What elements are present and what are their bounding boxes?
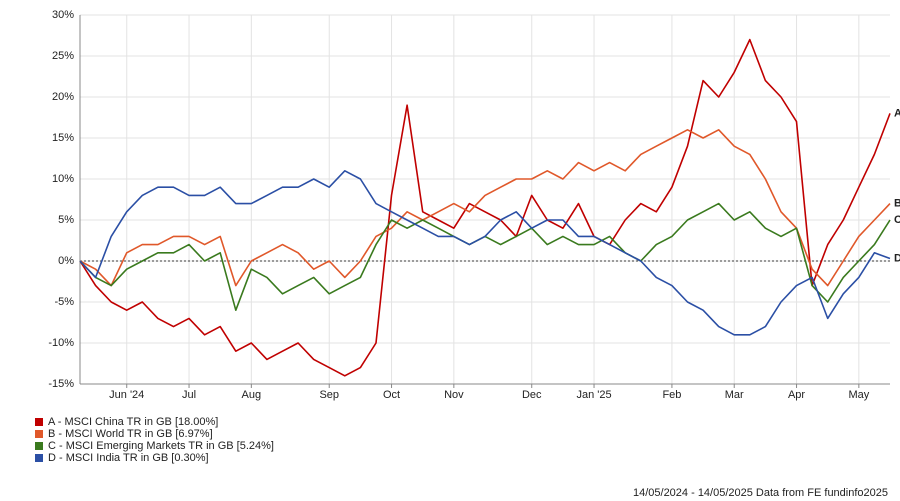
legend-label: A - MSCI China TR in GB [18.00%] xyxy=(48,416,218,428)
y-tick-label: 25% xyxy=(52,50,74,62)
x-tick-label: Apr xyxy=(788,389,805,401)
x-tick-label: Jul xyxy=(182,389,196,401)
x-tick-label: Feb xyxy=(662,389,681,401)
y-tick-label: 0% xyxy=(58,255,74,267)
y-tick-label: -10% xyxy=(48,337,74,349)
legend-label: C - MSCI Emerging Markets TR in GB [5.24… xyxy=(48,440,274,452)
x-tick-label: Oct xyxy=(383,389,400,401)
legend-swatch xyxy=(35,454,43,462)
end-tag: A xyxy=(894,107,900,119)
x-tick-label: Dec xyxy=(522,389,542,401)
legend-label: B - MSCI World TR in GB [6.97%] xyxy=(48,428,213,440)
legend-swatch xyxy=(35,442,43,450)
end-tag: D xyxy=(894,252,900,264)
x-tick-label: Aug xyxy=(242,389,262,401)
end-tag: B xyxy=(894,198,900,210)
legend-swatch xyxy=(35,430,43,438)
y-tick-label: 20% xyxy=(52,91,74,103)
series-line xyxy=(79,170,891,336)
series-line xyxy=(79,38,891,377)
x-tick-label: Nov xyxy=(444,389,464,401)
x-tick-label: Jan '25 xyxy=(576,389,611,401)
x-tick-label: Mar xyxy=(725,389,744,401)
y-tick-label: 15% xyxy=(52,132,74,144)
series-line xyxy=(79,129,891,287)
y-tick-label: -5% xyxy=(54,296,74,308)
y-tick-label: 10% xyxy=(52,173,74,185)
x-tick-label: Sep xyxy=(319,389,339,401)
y-tick-label: -15% xyxy=(48,378,74,390)
legend-swatch xyxy=(35,418,43,426)
x-tick-label: May xyxy=(848,389,869,401)
y-tick-label: 30% xyxy=(52,9,74,21)
y-tick-label: 5% xyxy=(58,214,74,226)
footer: 14/05/2024 - 14/05/2025 Data from FE fun… xyxy=(633,487,888,499)
end-tag: C xyxy=(894,214,900,226)
x-tick-label: Jun '24 xyxy=(109,389,144,401)
legend-label: D - MSCI India TR in GB [0.30%] xyxy=(48,452,209,464)
